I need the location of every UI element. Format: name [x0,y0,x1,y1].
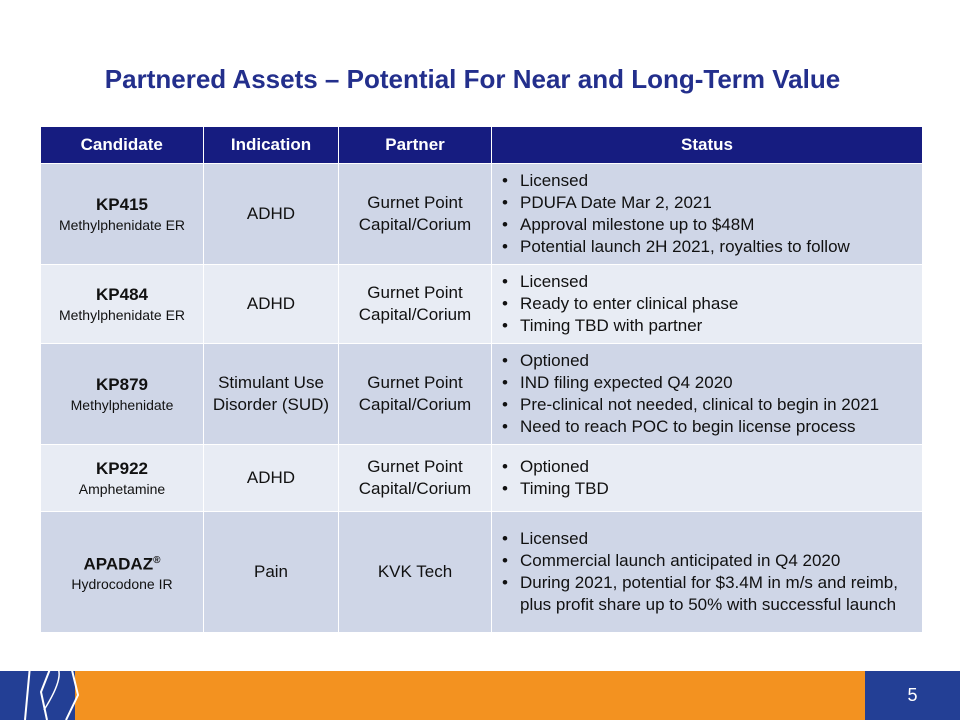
table-row: APADAZ®Hydrocodone IR Pain KVK Tech Lice… [40,510,923,633]
status-item: IND filing expected Q4 2020 [502,372,914,394]
status-item: Timing TBD with partner [502,315,914,337]
column-header: Indication [203,127,339,163]
status-item: Pre-clinical not needed, clinical to beg… [502,394,914,416]
status-item: Commercial launch anticipated in Q4 2020 [502,550,914,572]
candidate-name: KP922 [41,458,203,480]
company-logo-icon [24,663,80,720]
indication-cell: ADHD [203,263,339,344]
partner-cell: Gurnet Point Capital/Corium [338,263,492,344]
candidate-cell: KP484 Methylphenidate ER [40,263,204,344]
candidate-compound: Amphetamine [78,480,166,497]
candidate-name: APADAZ® [41,550,203,576]
partner-cell: KVK Tech [338,510,492,633]
status-cell: LicensedReady to enter clinical phaseTim… [491,263,923,344]
status-item: Licensed [502,271,914,293]
indication-cell: Stimulant Use Disorder (SUD) [203,342,339,445]
status-item: Potential launch 2H 2021, royalties to f… [502,236,914,258]
partner-cell: Gurnet Point Capital/Corium [338,162,492,265]
status-item: During 2021, potential for $3.4M in m/s … [502,572,914,616]
candidate-cell: KP922 Amphetamine [40,443,204,512]
candidate-name-text: APADAZ [83,554,154,574]
indication-cell: Pain [203,510,339,633]
partner-cell: Gurnet Point Capital/Corium [338,443,492,512]
candidate-name-text: KP922 [96,458,148,478]
status-item: Optioned [502,350,914,372]
indication-cell: ADHD [203,443,339,512]
status-item: Optioned [502,456,914,478]
candidate-name-text: KP415 [96,194,148,214]
indication-cell: ADHD [203,162,339,265]
column-header: Status [491,127,923,163]
partner-cell: Gurnet Point Capital/Corium [338,342,492,445]
candidate-compound: Methylphenidate [70,396,174,413]
status-item: Licensed [502,170,914,192]
status-item: Licensed [502,528,914,550]
table-row: KP879 Methylphenidate Stimulant Use Disor… [40,342,923,445]
status-cell: LicensedPDUFA Date Mar 2, 2021Approval m… [491,162,923,265]
candidate-name: KP484 [41,284,203,306]
candidate-compound: Methylphenidate ER [58,306,186,323]
candidate-compound: Methylphenidate ER [58,216,186,233]
slide-title: Partnered Assets – Potential For Near an… [104,64,841,94]
status-item: Need to reach POC to begin license proce… [502,416,914,438]
candidate-cell: KP415 Methylphenidate ER [40,162,204,265]
column-header: Candidate [40,127,204,163]
candidate-cell: APADAZ® Hydrocodone IR [40,510,204,633]
candidate-cell: KP879 Methylphenidate [40,342,204,445]
status-cell: LicensedCommercial launch anticipated in… [491,510,923,633]
status-item: Approval milestone up to $48M [502,214,914,236]
candidate-name-text: KP879 [96,374,148,394]
status-item: Timing TBD [502,478,914,500]
table-row: KP922 Amphetamine ADHD Gurnet Point Capit… [40,443,923,512]
page-number: 5 [865,671,960,720]
partnered-assets-table: Candidate Indication Partner Status KP415 Me… [40,127,923,633]
candidate-compound: Hydrocodone IR [71,576,173,593]
footer-left-block [0,671,75,720]
table-row: KP415 Methylphenidate ER ADHD Gurnet Poin… [40,162,923,265]
registered-mark: ® [153,554,161,566]
candidate-name: KP879 [41,374,203,396]
column-header: Partner [338,127,492,163]
table-row: KP484 Methylphenidate ER ADHD Gurnet Poin… [40,263,923,344]
candidate-name: KP415 [41,194,203,216]
candidate-name-text: KP484 [96,284,148,304]
status-cell: OptionedTiming TBD [491,443,923,512]
status-cell: OptionedIND filing expected Q4 2020Pre-c… [491,342,923,445]
status-item: PDUFA Date Mar 2, 2021 [502,192,914,214]
status-item: Ready to enter clinical phase [502,293,914,315]
footer-bar [0,671,960,720]
